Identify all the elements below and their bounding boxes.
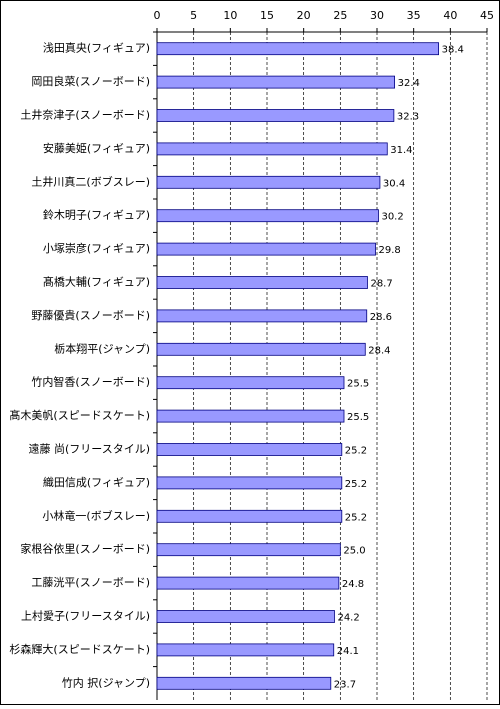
value-label: 23.7	[334, 679, 356, 690]
y-tick-label: 杉森輝大(スピードスケート)	[9, 642, 150, 656]
bar	[156, 109, 395, 122]
bar	[156, 242, 376, 256]
bar	[156, 409, 345, 423]
y-tick-label: 土井川真二(ボブスレー)	[31, 174, 150, 188]
y-tick-label: 浅田真央(フィギュア)	[43, 41, 150, 55]
value-label: 25.2	[345, 479, 367, 490]
value-label: 30.4	[383, 178, 405, 189]
bar	[156, 443, 343, 456]
bar	[156, 309, 368, 323]
value-label: 24.1	[337, 646, 359, 657]
y-tick-label: 栃本翔平(ジャンプ)	[54, 341, 150, 355]
y-tick-label: 小林竜一(ボブスレー)	[42, 508, 150, 522]
bar	[156, 643, 335, 657]
bar	[156, 610, 335, 623]
value-label: 25.2	[345, 446, 367, 457]
bar	[156, 276, 368, 289]
y-tick-label: 安藤美姫(フィギュア)	[43, 141, 150, 155]
y-tick-label: 家根谷依里(スノーボード)	[20, 542, 150, 556]
bar	[156, 576, 340, 590]
x-tick-label: 25	[333, 9, 347, 22]
value-label: 28.4	[368, 345, 390, 356]
x-tick-label: 0	[154, 9, 161, 22]
x-tick-label: 20	[297, 9, 311, 22]
y-tick-label: 土井奈津子(スノーボード)	[20, 108, 150, 122]
bar	[156, 42, 440, 56]
value-label: 24.8	[342, 579, 364, 590]
x-tick-label: 10	[223, 9, 237, 22]
y-tick-label: 織田信成(フィギュア)	[43, 476, 150, 489]
value-label: 38.4	[442, 45, 464, 56]
value-label: 29.8	[379, 245, 401, 256]
bar	[156, 543, 341, 557]
bar	[156, 509, 343, 523]
value-label: 32.3	[397, 112, 419, 123]
y-tick-label: 髙橋大輔(フィギュア)	[43, 275, 150, 289]
x-tick-label: 45	[480, 9, 494, 22]
y-tick-label: 遠藤 尚(フリースタイル)	[28, 442, 150, 456]
bar	[156, 175, 381, 189]
y-tick-label: 竹内智香(スノーボード)	[31, 375, 150, 389]
value-label: 25.0	[343, 546, 365, 557]
bar	[156, 476, 343, 490]
x-tick-label: 5	[190, 9, 197, 22]
value-label: 31.4	[390, 145, 412, 156]
x-tick-label: 15	[260, 9, 274, 22]
y-tick-label: 竹内 択(ジャンプ)	[62, 675, 150, 689]
value-label: 25.2	[345, 512, 367, 523]
bar	[156, 676, 332, 690]
y-tick-label: 上村愛子(フリースタイル)	[21, 609, 150, 623]
value-label: 30.2	[381, 212, 403, 223]
y-tick-label: 小塚崇彦(フィギュア)	[43, 241, 150, 255]
y-tick-label: 鈴木明子(フィギュア)	[43, 208, 150, 222]
value-label: 25.5	[347, 379, 369, 390]
bar	[156, 142, 388, 156]
y-tick-label: 髙木美帆(スピードスケート)	[9, 408, 150, 422]
bar	[156, 376, 345, 390]
x-tick-label: 30	[370, 9, 384, 22]
bar	[156, 75, 396, 89]
bar	[156, 342, 366, 356]
value-label: 32.4	[398, 78, 420, 89]
y-tick-label: 工藤洸平(スノーボード)	[31, 575, 150, 589]
y-tick-label: 野藤優貴(スノーボード)	[31, 308, 150, 322]
value-label: 25.5	[347, 412, 369, 423]
bar	[156, 209, 379, 223]
value-label: 28.7	[370, 279, 392, 290]
y-tick-label: 岡田良菜(スノーボード)	[31, 74, 150, 88]
value-label: 28.6	[370, 312, 392, 323]
value-label: 24.2	[337, 613, 359, 624]
x-tick-label: 40	[443, 9, 457, 22]
x-tick-label: 35	[407, 9, 421, 22]
